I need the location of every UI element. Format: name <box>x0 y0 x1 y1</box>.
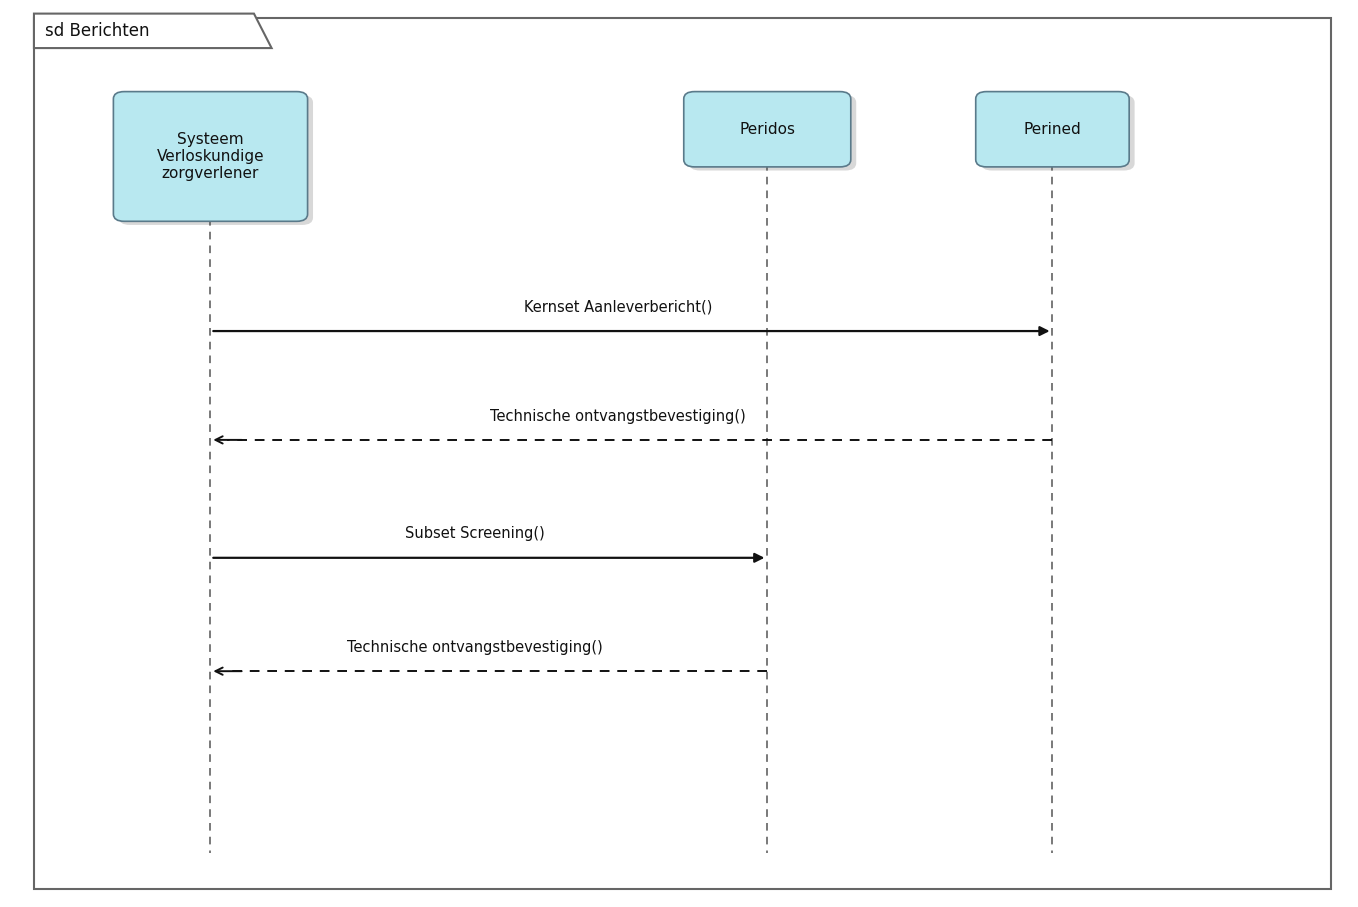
Text: Subset Screening(): Subset Screening() <box>406 526 545 541</box>
FancyBboxPatch shape <box>689 95 856 171</box>
Text: Technische ontvangstbevestiging(): Technische ontvangstbevestiging() <box>490 408 746 424</box>
FancyBboxPatch shape <box>120 95 312 225</box>
FancyBboxPatch shape <box>113 92 307 221</box>
FancyBboxPatch shape <box>975 92 1130 167</box>
FancyBboxPatch shape <box>980 95 1134 171</box>
Text: Peridos: Peridos <box>739 122 796 137</box>
Text: Technische ontvangstbevestiging(): Technische ontvangstbevestiging() <box>348 639 603 655</box>
Text: Systeem
Verloskundige
zorgverlener: Systeem Verloskundige zorgverlener <box>156 132 265 181</box>
Polygon shape <box>34 14 272 48</box>
Text: sd Berichten: sd Berichten <box>45 22 149 40</box>
Text: Perined: Perined <box>1024 122 1081 137</box>
Text: Kernset Aanleverbericht(): Kernset Aanleverbericht() <box>524 299 712 315</box>
FancyBboxPatch shape <box>683 92 850 167</box>
